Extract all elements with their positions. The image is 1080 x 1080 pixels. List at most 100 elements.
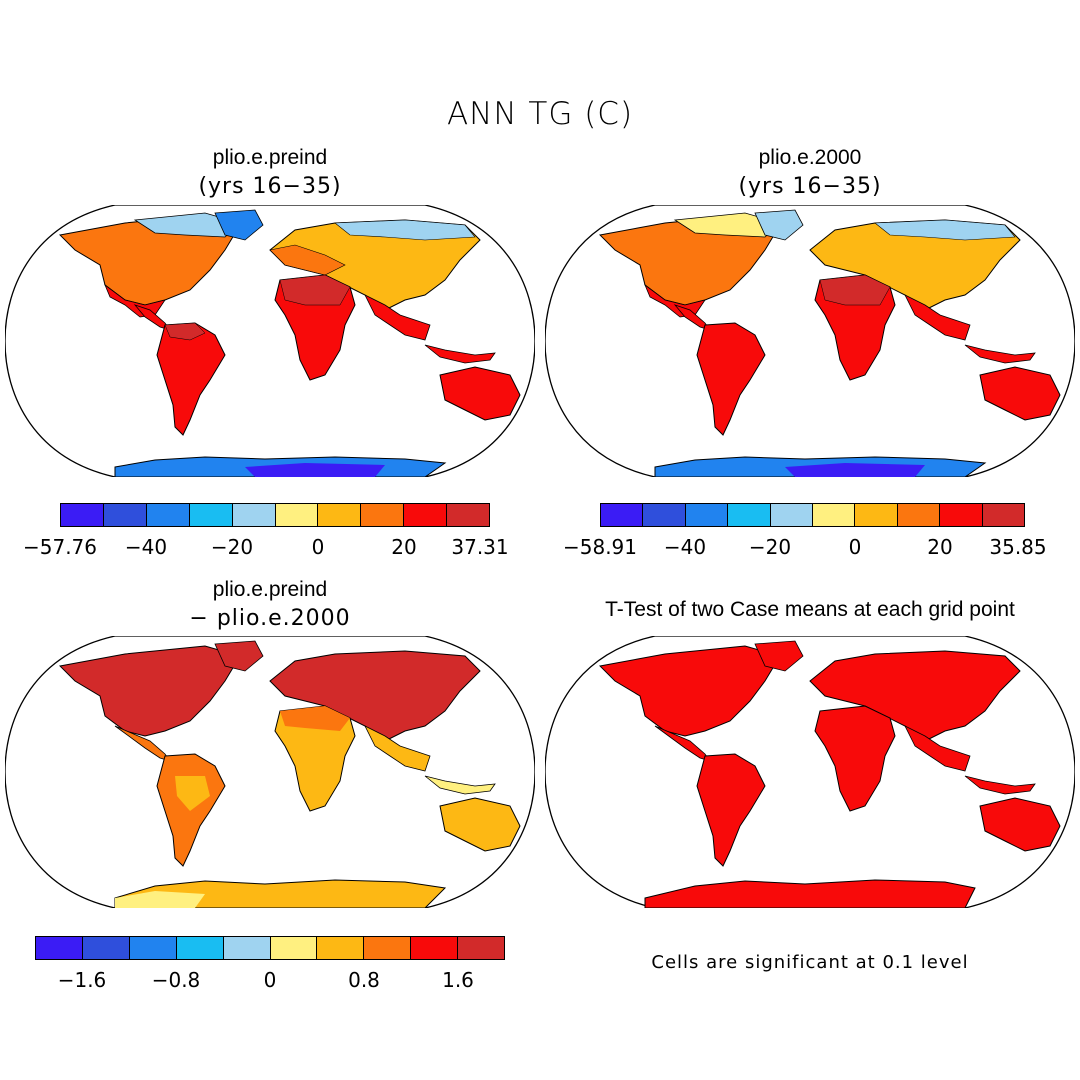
colorbar-swatch xyxy=(601,504,644,526)
map-preind-svg xyxy=(5,205,535,477)
greenland xyxy=(214,640,264,672)
colorbar-swatch xyxy=(643,504,686,526)
colorbar-tick: 1.6 xyxy=(442,968,474,992)
map-difference-svg xyxy=(5,636,535,908)
panel1-subtitle: (yrs 16−35) xyxy=(198,174,342,199)
north-africa xyxy=(280,706,350,731)
colorbar-tick: −20 xyxy=(748,535,792,559)
map-panel-ttest xyxy=(545,636,1075,908)
colorbar-swatch xyxy=(458,937,505,959)
colorbar-swatch xyxy=(728,504,771,526)
greenland xyxy=(754,209,804,241)
colorbar-boxes xyxy=(600,503,1025,527)
colorbar-swatch xyxy=(897,504,941,526)
colorbar-difference: −1.6 −0.8 0 0.8 1.6 xyxy=(35,936,505,992)
indonesia xyxy=(964,775,1036,795)
colorbar-swatch xyxy=(270,937,318,959)
colorbar-tick: 37.31 xyxy=(451,535,509,559)
figure-title: ANN TG (C) xyxy=(446,96,634,132)
colorbar-tick: 35.85 xyxy=(989,535,1047,559)
colorbar-tick: −58.91 xyxy=(562,535,638,559)
colorbar-tick: −57.76 xyxy=(22,535,98,559)
colorbar-swatch xyxy=(36,937,83,959)
north-america-arctic xyxy=(133,212,241,238)
colorbar-swatch xyxy=(813,504,856,526)
colorbar-swatch xyxy=(364,937,412,959)
indonesia xyxy=(964,344,1036,364)
south-america-north xyxy=(164,322,206,341)
antarctica-interior xyxy=(245,463,385,477)
panel3-subtitle: − plio.e.2000 xyxy=(189,606,351,631)
colorbar-swatch xyxy=(61,504,104,526)
significance-note: Cells are significant at 0.1 level xyxy=(651,952,969,973)
colorbar-swatch xyxy=(232,504,276,526)
colorbar-tick: −20 xyxy=(210,535,254,559)
colorbar-swatch xyxy=(318,504,362,526)
antarctica-interior xyxy=(785,463,925,477)
map-panel-preind xyxy=(5,205,535,477)
colorbar-swatch xyxy=(146,504,190,526)
colorbar-swatch xyxy=(447,504,490,526)
colorbar-swatch xyxy=(176,937,224,959)
antarctica xyxy=(644,879,976,908)
australia xyxy=(979,797,1061,852)
antarctica-west xyxy=(115,891,205,908)
siberia xyxy=(874,219,1016,241)
north-america xyxy=(598,645,781,737)
greenland xyxy=(754,640,804,672)
colorbar-swatch xyxy=(189,504,233,526)
south-america xyxy=(696,322,766,436)
sahara xyxy=(819,274,891,306)
colorbar-tick: 0 xyxy=(311,535,325,559)
colorbar-swatch xyxy=(411,937,459,959)
australia xyxy=(439,366,521,421)
india-seasia xyxy=(364,294,431,341)
map-ttest-svg xyxy=(545,636,1075,908)
colorbar-swatch xyxy=(404,504,448,526)
africa xyxy=(814,705,896,812)
colorbar-swatch xyxy=(685,504,729,526)
siberia xyxy=(334,219,476,241)
south-america xyxy=(696,753,766,867)
colorbar-swatch xyxy=(855,504,898,526)
colorbar-tick: −0.8 xyxy=(151,968,201,992)
map-panel-difference xyxy=(5,636,535,908)
europe-asia xyxy=(269,650,481,742)
north-america xyxy=(58,645,241,737)
panel3-title: plio.e.preind xyxy=(212,578,328,601)
colorbar-swatch xyxy=(770,504,814,526)
australia xyxy=(979,366,1061,421)
panel2-title: plio.e.2000 xyxy=(758,146,862,169)
map-panel-2000 xyxy=(545,205,1075,477)
india-seasia xyxy=(364,725,431,772)
colorbar-tick: 0.8 xyxy=(348,968,380,992)
colorbar-preind: −57.76 −40 −20 0 20 37.31 xyxy=(23,503,509,559)
colorbar-tick: 0 xyxy=(848,535,862,559)
colorbar-tick: 20 xyxy=(391,535,417,559)
sahara xyxy=(279,274,351,306)
colorbar-boxes xyxy=(60,503,490,527)
colorbar-swatch xyxy=(275,504,319,526)
indonesia xyxy=(424,775,496,795)
colorbar-swatch xyxy=(129,937,177,959)
panel4-title: T-Test of two Case means at each grid po… xyxy=(605,598,1015,621)
colorbar-swatch xyxy=(103,504,147,526)
colorbar-swatch xyxy=(940,504,983,526)
colorbar-swatch xyxy=(223,937,271,959)
indonesia xyxy=(424,344,496,364)
colorbar-tick: 0 xyxy=(263,968,277,992)
south-america xyxy=(156,322,226,436)
colorbar-tick: −1.6 xyxy=(57,968,107,992)
colorbar-tick: −40 xyxy=(663,535,707,559)
colorbar-boxes xyxy=(35,936,505,960)
europe-south xyxy=(269,244,346,276)
colorbar-swatch xyxy=(361,504,405,526)
colorbar-swatch xyxy=(82,937,130,959)
colorbar-2000: −58.91 −40 −20 0 20 35.85 xyxy=(563,503,1047,559)
greenland xyxy=(214,209,264,241)
map-2000-svg xyxy=(545,205,1075,477)
australia xyxy=(439,797,521,852)
europe-asia xyxy=(809,650,1021,742)
colorbar-swatch xyxy=(317,937,365,959)
panel1-title: plio.e.preind xyxy=(212,146,328,169)
